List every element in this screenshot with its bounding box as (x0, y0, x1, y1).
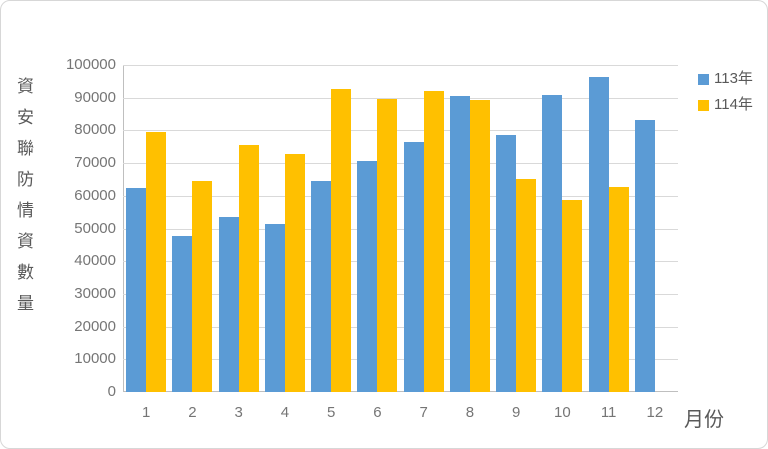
y-axis-title: 資安聯防情資數量 (14, 77, 33, 325)
bar-113年-month-12 (634, 120, 655, 392)
bar-113年-month-5 (311, 181, 332, 392)
y-tick-label: 30000 (74, 285, 116, 302)
bar-114年-month-4 (284, 154, 305, 392)
bar-group-month-8 (447, 65, 493, 392)
bar-group-month-5 (308, 65, 354, 392)
bar-group-month-3 (216, 65, 262, 392)
gridline (123, 391, 678, 392)
bar-group-month-9 (493, 65, 539, 392)
bar-114年-month-9 (516, 179, 537, 392)
bar-group-month-12 (632, 65, 678, 392)
y-tick-label: 80000 (74, 121, 116, 138)
gridline (123, 130, 678, 131)
gridline (123, 261, 678, 262)
bar-113年-month-9 (496, 135, 517, 392)
gridline (123, 65, 678, 66)
gridline (123, 163, 678, 164)
y-tick-label: 60000 (74, 187, 116, 204)
y-tick-label: 10000 (74, 350, 116, 367)
x-tick-label: 11 (600, 404, 617, 421)
plot-area (123, 65, 678, 392)
bar-group-month-10 (539, 65, 585, 392)
gridline (123, 359, 678, 360)
x-tick-label: 4 (280, 404, 290, 421)
bar-113年-month-8 (449, 96, 470, 392)
x-tick-label: 9 (511, 404, 521, 421)
legend-item-114: 114年 (698, 96, 753, 114)
x-tick-label: 6 (373, 404, 382, 421)
bar-113年-month-3 (218, 217, 239, 392)
x-tick-label: 12 (646, 404, 664, 421)
bar-114年-month-3 (238, 145, 259, 392)
x-tick-label: 8 (465, 404, 475, 421)
x-tick-label: 7 (419, 404, 428, 421)
x-tick-label: 3 (234, 404, 243, 421)
gridline (123, 327, 678, 328)
legend-swatch-114-icon (698, 99, 709, 111)
bar-113年-month-6 (357, 161, 378, 392)
y-tick-label: 50000 (74, 220, 116, 237)
bar-group-month-6 (354, 65, 400, 392)
y-tick-label: 70000 (74, 154, 116, 171)
bar-113年-month-7 (403, 142, 424, 392)
legend: 113年 114年 (698, 70, 753, 114)
bar-114年-month-6 (377, 99, 398, 392)
bar-114年-month-11 (608, 187, 629, 392)
bar-113年-month-1 (126, 188, 147, 392)
bar-group-month-2 (169, 65, 215, 392)
legend-label-113: 113年 (714, 70, 753, 87)
legend-item-113: 113年 (698, 70, 753, 88)
y-tick-label: 90000 (74, 89, 116, 106)
gridline (123, 98, 678, 99)
gridline (123, 229, 678, 230)
bar-113年-month-4 (264, 224, 285, 392)
bar-114年-month-7 (423, 91, 444, 392)
bar-113年-month-11 (588, 77, 609, 392)
y-axis-line (123, 65, 124, 392)
x-tick-label: 1 (141, 404, 151, 421)
y-tick-label: 40000 (74, 252, 116, 269)
bar-group-month-11 (586, 65, 632, 392)
bar-114年-month-2 (192, 181, 213, 392)
legend-label-114: 114年 (714, 96, 753, 113)
bar-114年-month-10 (562, 200, 583, 392)
y-tick-label: 20000 (74, 318, 116, 335)
bar-114年-month-1 (146, 132, 167, 392)
x-axis-title: 月份 (684, 409, 724, 431)
y-tick-label: 100000 (65, 56, 116, 73)
gridline (123, 294, 678, 295)
gridline (123, 196, 678, 197)
x-tick-label: 10 (554, 404, 571, 421)
bar-113年-month-2 (172, 236, 193, 392)
x-tick-label: 5 (326, 404, 336, 421)
y-tick-label: 0 (107, 383, 116, 400)
legend-swatch-113-icon (698, 73, 709, 85)
bar-113年-month-10 (542, 95, 563, 392)
bar-group-month-4 (262, 65, 308, 392)
x-tick-label: 2 (188, 404, 197, 421)
bar-114年-month-5 (331, 89, 352, 392)
bar-group-month-1 (123, 65, 169, 392)
bar-group-month-7 (401, 65, 447, 392)
bar-114年-month-8 (469, 100, 490, 392)
